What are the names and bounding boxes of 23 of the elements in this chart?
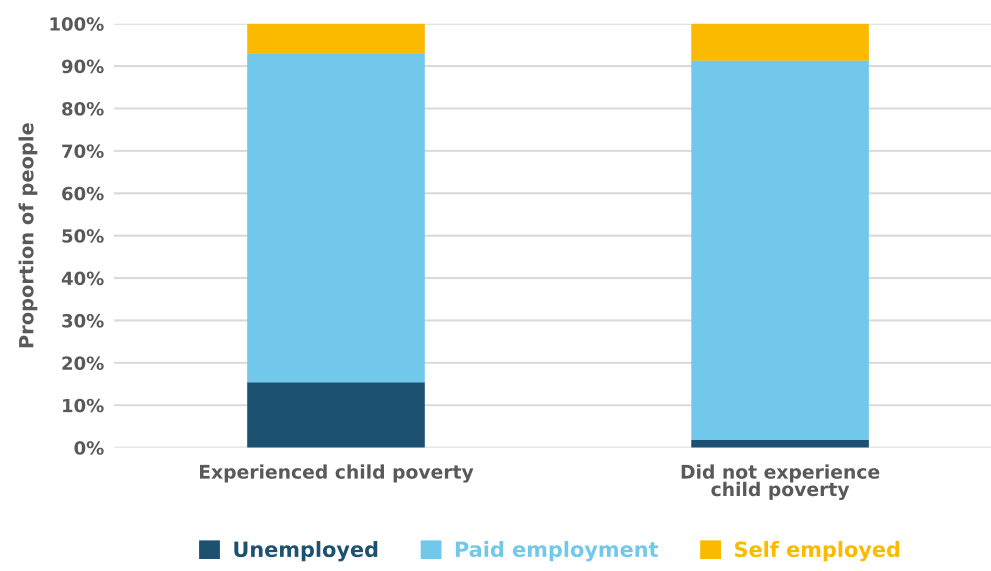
y-tick-label: 90% [62,60,104,74]
bar [247,53,425,382]
y-tick-label: 40% [62,272,104,286]
y-tick-label: 60% [62,186,104,200]
y-tick-label: 30% [62,314,104,328]
bar [691,24,869,61]
bar [247,24,425,54]
y-axis-title: Proportion of people [18,123,38,348]
y-tick-label: 70% [62,144,104,158]
legend-label: Self employed [734,541,900,562]
y-tick-label: 10% [63,398,104,412]
y-tick-label: 0% [74,441,104,455]
legend-label: Unemployed [234,541,378,562]
bar [691,60,869,440]
x-tick-label: Did not experience child poverty [682,464,880,500]
y-tick-label: 100% [50,17,104,31]
y-tick-label: 20% [62,356,104,370]
bar [691,440,869,448]
y-tick-label: 50% [62,229,104,243]
x-tick-label: Experienced child poverty [200,464,474,483]
bar [247,382,425,448]
legend-label: Paid employment [456,541,658,562]
y-tick-label: 80% [62,102,104,116]
